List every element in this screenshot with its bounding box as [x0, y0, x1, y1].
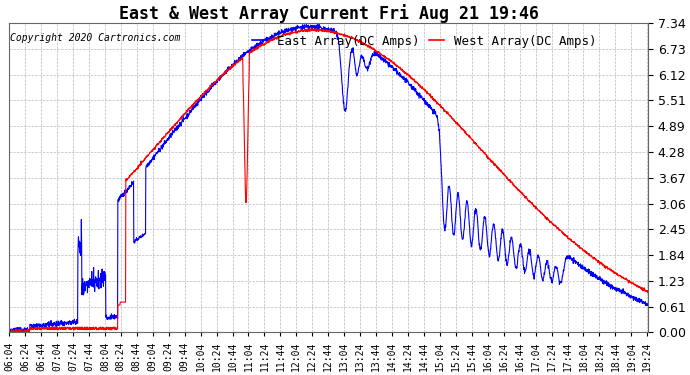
- Title: East & West Array Current Fri Aug 21 19:46: East & West Array Current Fri Aug 21 19:…: [119, 4, 539, 23]
- Legend: East Array(DC Amps), West Array(DC Amps): East Array(DC Amps), West Array(DC Amps): [247, 30, 602, 52]
- Text: Copyright 2020 Cartronics.com: Copyright 2020 Cartronics.com: [10, 33, 181, 43]
